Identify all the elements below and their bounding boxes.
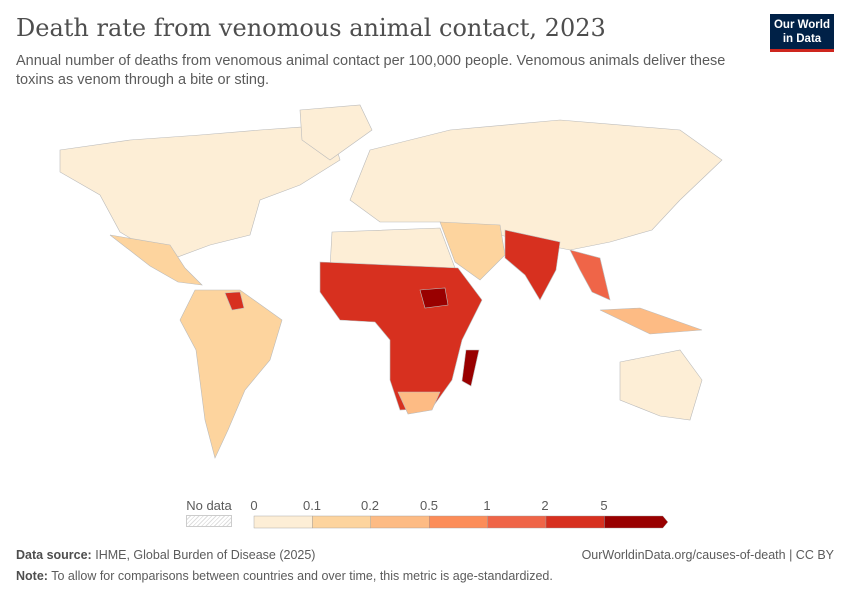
legend-tick: 5 xyxy=(600,498,608,513)
region-guyana[interactable] xyxy=(224,291,245,311)
world-map[interactable] xyxy=(0,100,850,480)
legend-no-data-label: No data xyxy=(186,498,232,513)
legend-tick: 0.2 xyxy=(360,498,380,513)
region-madagascar[interactable] xyxy=(461,349,480,387)
region-sub-saharan-africa[interactable] xyxy=(319,261,483,411)
color-legend: No data 0 0.1 0.2 0.5 1 2 5 xyxy=(0,490,850,530)
legend-bin[interactable] xyxy=(487,515,547,529)
source-url[interactable]: OurWorldinData.org/causes-of-death | CC … xyxy=(581,548,834,562)
legend-tick: 2 xyxy=(541,498,549,513)
legend-no-data-swatch xyxy=(186,515,232,527)
region-middle-east[interactable] xyxy=(439,221,506,281)
legend-bin[interactable] xyxy=(545,515,605,529)
legend-bin[interactable] xyxy=(253,515,313,529)
legend-tick: 0.5 xyxy=(419,498,439,513)
region-south-sudan[interactable] xyxy=(419,287,449,309)
region-south-america[interactable] xyxy=(179,289,283,459)
region-mexico-central-america[interactable] xyxy=(109,234,203,286)
data-source: Data source: IHME, Global Burden of Dise… xyxy=(16,548,316,562)
note: Note: To allow for comparisons between c… xyxy=(16,569,553,583)
legend-tick: 0.1 xyxy=(302,498,322,513)
region-greenland[interactable] xyxy=(299,104,373,161)
legend-tick: 1 xyxy=(483,498,491,513)
legend-bin[interactable] xyxy=(604,515,669,529)
legend-bin[interactable] xyxy=(428,515,488,529)
region-eurasia[interactable] xyxy=(349,119,723,251)
legend-bin[interactable] xyxy=(370,515,430,529)
legend-bar xyxy=(253,515,669,529)
legend-bin[interactable] xyxy=(312,515,372,529)
region-indonesia[interactable] xyxy=(599,307,703,335)
owid-logo[interactable]: Our World in Data xyxy=(770,14,834,52)
chart-title: Death rate from venomous animal contact,… xyxy=(16,14,606,42)
region-south-asia[interactable] xyxy=(504,229,561,301)
region-australia[interactable] xyxy=(619,349,703,421)
chart-subtitle: Annual number of deaths from venomous an… xyxy=(16,53,726,88)
legend-tick: 0 xyxy=(250,498,258,513)
region-southern-africa[interactable] xyxy=(397,391,441,415)
region-north-america[interactable] xyxy=(59,124,341,259)
region-southeast-asia[interactable] xyxy=(569,249,611,301)
